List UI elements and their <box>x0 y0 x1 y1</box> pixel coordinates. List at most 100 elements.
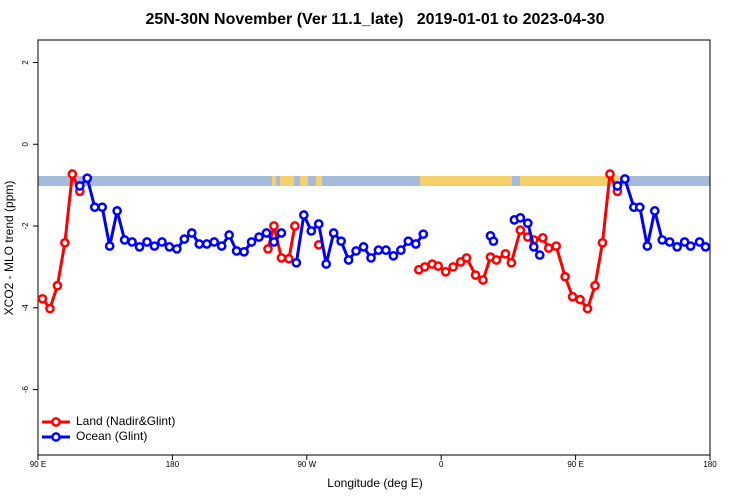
series-line <box>78 175 283 254</box>
point <box>381 245 391 256</box>
point <box>276 253 287 263</box>
point <box>515 225 526 235</box>
point <box>500 248 511 259</box>
point <box>418 229 429 240</box>
x-tick-label: 90 W <box>297 460 316 469</box>
point <box>700 242 711 252</box>
point <box>582 303 593 314</box>
y-axis-label: XCO2 - MLO trend (ppm) <box>2 181 16 316</box>
point <box>515 213 526 223</box>
legend-marker <box>51 432 61 442</box>
point <box>328 228 339 238</box>
point <box>239 246 249 257</box>
point <box>664 237 675 247</box>
point <box>231 246 242 256</box>
x-axis-label: Longitude (deg E) <box>327 476 422 490</box>
point <box>543 243 554 253</box>
point <box>134 242 145 252</box>
point <box>104 241 115 251</box>
x-tick-label: 0 <box>439 460 444 469</box>
point <box>97 202 108 213</box>
point <box>112 206 122 216</box>
point <box>127 237 137 247</box>
x-tick-label: 90 E <box>567 460 583 469</box>
point <box>201 239 212 249</box>
point <box>52 280 63 291</box>
point <box>685 241 696 251</box>
point <box>149 241 160 251</box>
point <box>396 245 406 256</box>
point <box>537 233 548 243</box>
point <box>45 303 55 314</box>
point <box>461 253 472 263</box>
chart-title: 25N-30N November (Ver 11.1_late) 2019-01… <box>146 11 605 28</box>
point <box>605 169 615 179</box>
point <box>575 294 585 305</box>
point <box>506 257 517 268</box>
x-tick-label: 90 E <box>30 460 46 469</box>
y-tick-label: -4 <box>21 304 30 312</box>
point <box>358 242 369 252</box>
point <box>224 230 234 240</box>
point <box>642 241 653 251</box>
point <box>351 246 361 256</box>
x-tick-label: 180 <box>703 460 717 469</box>
point <box>290 221 300 231</box>
point <box>246 237 257 247</box>
point <box>657 235 668 245</box>
point <box>649 206 660 216</box>
point <box>491 255 502 265</box>
y-tick-label: -6 <box>21 385 30 393</box>
point <box>276 228 287 238</box>
point <box>164 242 175 252</box>
point <box>694 237 705 247</box>
point <box>366 253 376 263</box>
point <box>74 181 85 191</box>
point <box>209 237 220 247</box>
point <box>343 255 354 265</box>
y-tick-label: 2 <box>21 60 30 65</box>
point <box>60 237 70 248</box>
y-tick-label: -2 <box>21 222 30 230</box>
point <box>194 239 205 249</box>
surface-strip <box>38 176 710 186</box>
point <box>590 280 600 291</box>
point <box>388 251 399 261</box>
point <box>522 218 533 229</box>
point <box>172 244 182 254</box>
point <box>157 237 167 247</box>
point <box>597 237 608 248</box>
point <box>551 241 562 251</box>
point <box>488 236 499 247</box>
point <box>567 291 578 302</box>
point <box>470 270 481 280</box>
point <box>478 275 488 285</box>
point <box>321 259 332 269</box>
point <box>440 266 451 277</box>
point <box>261 228 272 238</box>
point <box>403 236 414 247</box>
legend-label: Ocean (Glint) <box>76 429 147 443</box>
point <box>119 235 130 245</box>
point <box>433 261 444 271</box>
legend-label: Land (Nadir&Glint) <box>76 414 175 428</box>
point <box>82 173 93 184</box>
point <box>298 210 309 220</box>
point <box>254 232 264 242</box>
point <box>186 228 197 238</box>
y-tick-label: 0 <box>21 141 30 146</box>
x-tick-label: 180 <box>166 460 180 469</box>
point <box>269 221 279 231</box>
point <box>336 236 346 247</box>
point <box>216 241 227 251</box>
point <box>534 250 545 260</box>
point <box>179 234 190 244</box>
point <box>419 262 430 272</box>
point <box>560 271 570 282</box>
point <box>37 293 48 304</box>
point <box>263 244 273 254</box>
point <box>410 239 421 249</box>
point <box>373 245 384 256</box>
series-line <box>418 168 619 312</box>
